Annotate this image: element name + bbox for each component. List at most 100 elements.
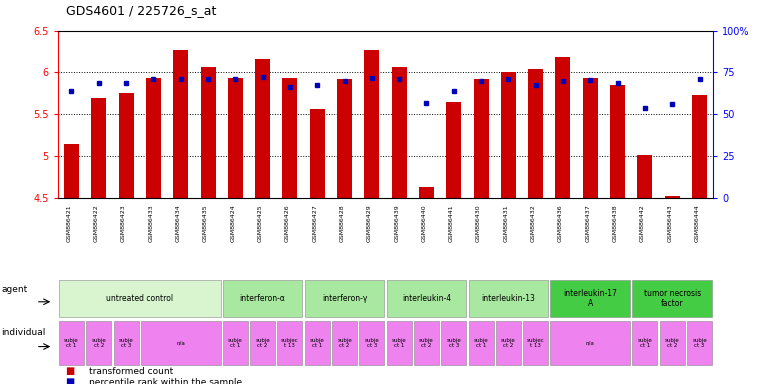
- Text: n/a: n/a: [586, 340, 594, 345]
- Text: subje
ct 2: subje ct 2: [337, 338, 352, 348]
- Bar: [523, 321, 548, 365]
- Text: tumor necrosis
factor: tumor necrosis factor: [644, 289, 701, 308]
- Text: GSM886423: GSM886423: [121, 204, 126, 242]
- Bar: [337, 79, 352, 198]
- Bar: [473, 79, 489, 198]
- Text: GSM886440: GSM886440: [422, 204, 426, 242]
- Bar: [550, 321, 630, 365]
- Bar: [528, 69, 544, 198]
- Text: GSM886424: GSM886424: [231, 204, 235, 242]
- Text: interleukin-4: interleukin-4: [402, 294, 451, 303]
- Bar: [250, 321, 275, 365]
- Text: GSM886421: GSM886421: [66, 204, 72, 242]
- Text: GSM886444: GSM886444: [695, 204, 699, 242]
- Text: percentile rank within the sample: percentile rank within the sample: [89, 377, 242, 384]
- Bar: [223, 321, 247, 365]
- Bar: [305, 280, 385, 317]
- Text: GSM886427: GSM886427: [312, 204, 317, 242]
- Text: subje
ct 2: subje ct 2: [419, 338, 434, 348]
- Bar: [665, 196, 680, 198]
- Text: subje
ct 1: subje ct 1: [64, 338, 79, 348]
- Text: GSM886436: GSM886436: [558, 204, 563, 242]
- Text: subje
ct 1: subje ct 1: [473, 338, 489, 348]
- Text: individual: individual: [1, 328, 45, 337]
- Bar: [386, 280, 466, 317]
- Bar: [282, 78, 298, 198]
- Text: transformed count: transformed count: [89, 367, 173, 376]
- Bar: [446, 102, 461, 198]
- Bar: [583, 78, 598, 198]
- Text: n/a: n/a: [177, 340, 185, 345]
- Text: subje
ct 3: subje ct 3: [365, 338, 379, 348]
- Bar: [660, 321, 685, 365]
- Text: interleukin-17
A: interleukin-17 A: [564, 289, 618, 308]
- Bar: [632, 321, 658, 365]
- Bar: [419, 187, 434, 198]
- Bar: [113, 321, 139, 365]
- Text: subje
ct 1: subje ct 1: [638, 338, 652, 348]
- Bar: [310, 109, 325, 198]
- Text: ■: ■: [66, 377, 75, 384]
- Bar: [86, 321, 111, 365]
- Bar: [64, 144, 79, 198]
- Bar: [59, 280, 221, 317]
- Bar: [610, 85, 625, 198]
- Bar: [638, 155, 652, 198]
- Bar: [332, 321, 357, 365]
- Bar: [141, 321, 221, 365]
- Text: GSM886430: GSM886430: [476, 204, 481, 242]
- Text: GSM886438: GSM886438: [613, 204, 618, 242]
- Bar: [91, 98, 106, 198]
- Text: GSM886439: GSM886439: [394, 204, 399, 242]
- Text: GSM886442: GSM886442: [640, 204, 645, 242]
- Text: subjec
t 13: subjec t 13: [527, 338, 544, 348]
- Bar: [392, 67, 406, 198]
- Text: GSM886431: GSM886431: [503, 204, 508, 242]
- Bar: [255, 59, 270, 198]
- Bar: [227, 78, 243, 198]
- Text: GSM886426: GSM886426: [285, 204, 290, 242]
- Bar: [469, 280, 548, 317]
- Bar: [555, 56, 571, 198]
- Bar: [632, 280, 712, 317]
- Text: GSM886425: GSM886425: [258, 204, 263, 242]
- Text: subje
ct 2: subje ct 2: [665, 338, 679, 348]
- Text: GSM886434: GSM886434: [176, 204, 180, 242]
- Text: agent: agent: [1, 285, 28, 294]
- Bar: [200, 68, 216, 198]
- Bar: [469, 321, 493, 365]
- Bar: [365, 50, 379, 198]
- Text: subje
ct 1: subje ct 1: [310, 338, 325, 348]
- Text: GSM886441: GSM886441: [449, 204, 454, 242]
- Bar: [305, 321, 330, 365]
- Bar: [278, 321, 302, 365]
- Text: GSM886428: GSM886428: [339, 204, 345, 242]
- Text: GSM886429: GSM886429: [367, 204, 372, 242]
- Text: subje
ct 1: subje ct 1: [228, 338, 243, 348]
- Bar: [223, 280, 302, 317]
- Text: GDS4601 / 225726_s_at: GDS4601 / 225726_s_at: [66, 4, 216, 17]
- Bar: [386, 321, 412, 365]
- Bar: [359, 321, 385, 365]
- Bar: [550, 280, 630, 317]
- Bar: [501, 73, 516, 198]
- Bar: [119, 93, 133, 198]
- Text: GSM886435: GSM886435: [203, 204, 208, 242]
- Bar: [496, 321, 521, 365]
- Text: GSM886432: GSM886432: [530, 204, 536, 242]
- Text: GSM886433: GSM886433: [148, 204, 153, 242]
- Text: untreated control: untreated control: [106, 294, 173, 303]
- Bar: [687, 321, 712, 365]
- Bar: [692, 95, 707, 198]
- Text: interleukin-13: interleukin-13: [481, 294, 535, 303]
- Text: GSM886437: GSM886437: [585, 204, 591, 242]
- Text: GSM886443: GSM886443: [667, 204, 672, 242]
- Bar: [59, 321, 84, 365]
- Text: subjec
t 13: subjec t 13: [281, 338, 299, 348]
- Text: interferon-γ: interferon-γ: [322, 294, 367, 303]
- Bar: [146, 78, 161, 198]
- Text: subje
ct 2: subje ct 2: [255, 338, 270, 348]
- Text: ■: ■: [66, 366, 75, 376]
- Text: subje
ct 3: subje ct 3: [119, 338, 133, 348]
- Text: GSM886422: GSM886422: [94, 204, 99, 242]
